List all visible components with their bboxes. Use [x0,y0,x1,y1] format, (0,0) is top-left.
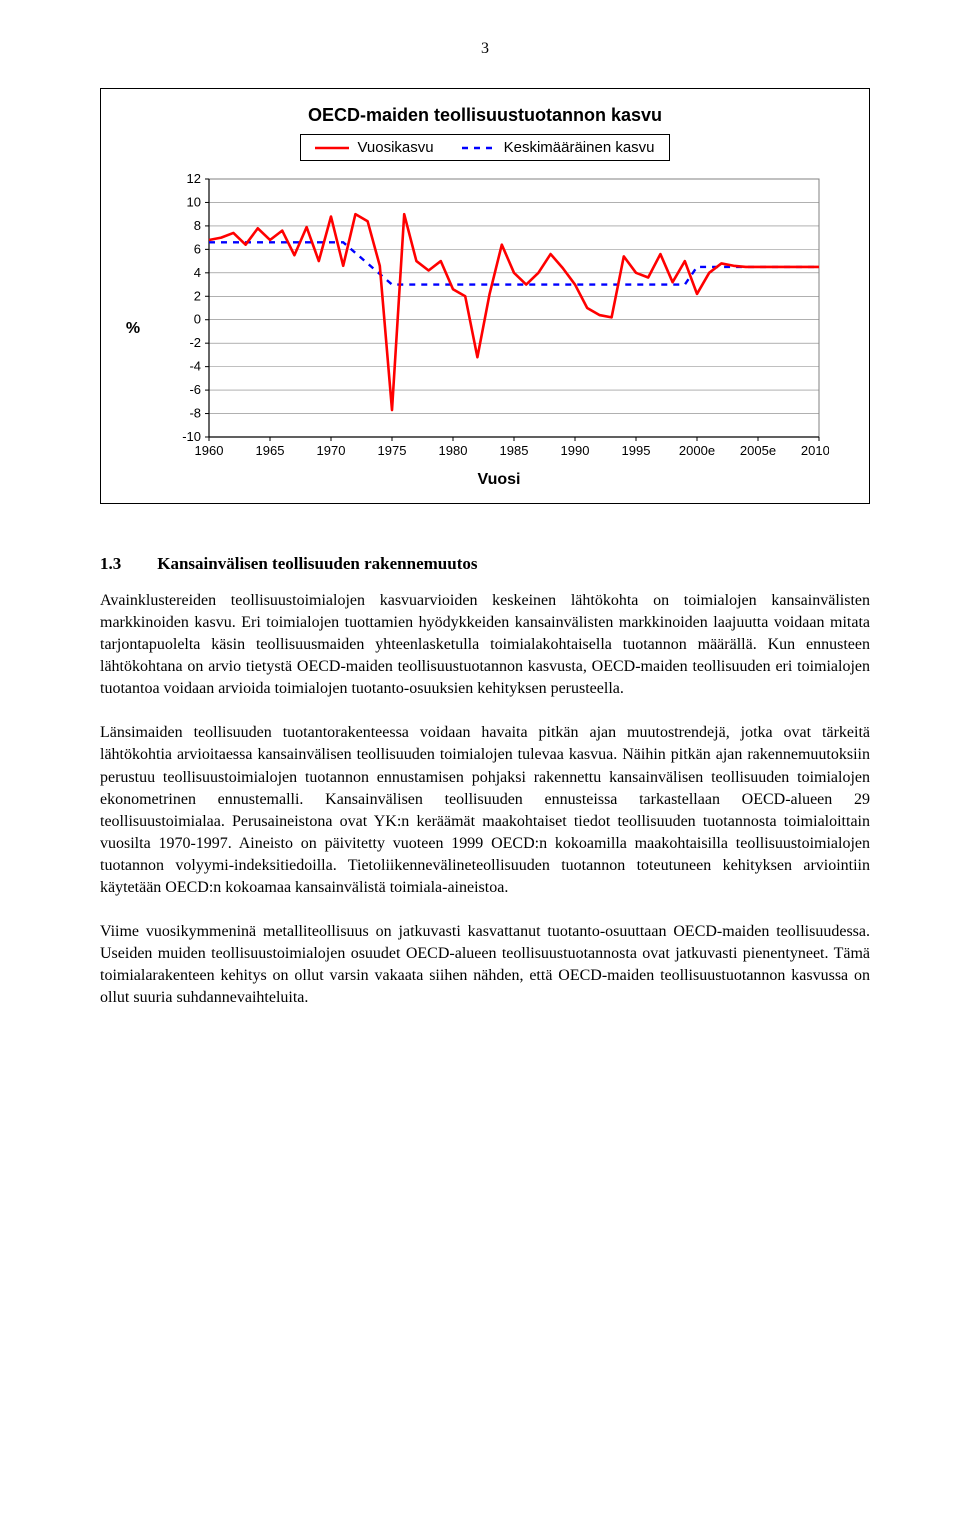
section-heading: 1.3 Kansainvälisen teollisuuden rakennem… [100,554,870,574]
section-number: 1.3 [100,554,121,574]
section-title: Kansainvälisen teollisuuden rakennemuuto… [157,554,477,574]
svg-text:2000e: 2000e [679,443,715,458]
chart-container: OECD-maiden teollisuustuotannon kasvu Vu… [100,88,870,504]
svg-text:2005e: 2005e [740,443,776,458]
svg-text:1970: 1970 [317,443,346,458]
page: 3 OECD-maiden teollisuustuotannon kasvu … [0,0,960,1091]
svg-text:-10: -10 [182,429,201,444]
svg-text:1960: 1960 [195,443,224,458]
svg-text:12: 12 [187,171,201,186]
paragraph: Avainklustereiden teollisuustoimialojen … [100,590,870,700]
legend-item-keskimaarainen: Keskimääräinen kasvu [462,139,655,156]
svg-text:1980: 1980 [439,443,468,458]
legend-swatch-line-icon [315,142,349,154]
chart-x-axis-label: Vuosi [147,471,851,489]
svg-text:8: 8 [194,218,201,233]
chart-y-axis-label: % [119,320,147,338]
legend-label: Vuosikasvu [357,139,433,156]
paragraph: Länsimaiden teollisuuden tuotantorakente… [100,722,870,899]
svg-text:10: 10 [187,194,201,209]
svg-text:1965: 1965 [256,443,285,458]
svg-text:1985: 1985 [500,443,529,458]
svg-text:2010e: 2010e [801,443,829,458]
chart-plot: -10 -8 -6 -4 -2 0 2 4 6 8 10 12 1960 1965 1970 1975 1980… [169,169,829,469]
svg-text:6: 6 [194,241,201,256]
svg-text:-6: -6 [189,382,201,397]
svg-text:1990: 1990 [561,443,590,458]
legend-swatch-dash-icon [462,142,496,154]
svg-text:-2: -2 [189,335,201,350]
svg-text:-8: -8 [189,406,201,421]
page-number: 3 [100,40,870,58]
legend-label: Keskimääräinen kasvu [504,139,655,156]
chart-title: OECD-maiden teollisuustuotannon kasvu [119,105,851,126]
svg-text:1995: 1995 [622,443,651,458]
svg-text:2: 2 [194,288,201,303]
paragraph: Viime vuosikymmeninä metalliteollisuus o… [100,921,870,1009]
svg-text:4: 4 [194,265,201,280]
svg-text:-4: -4 [189,359,201,374]
svg-text:1975: 1975 [378,443,407,458]
chart-legend: Vuosikasvu Keskimääräinen kasvu [300,134,669,161]
legend-item-vuosikasvu: Vuosikasvu [315,139,433,156]
svg-text:0: 0 [194,312,201,327]
